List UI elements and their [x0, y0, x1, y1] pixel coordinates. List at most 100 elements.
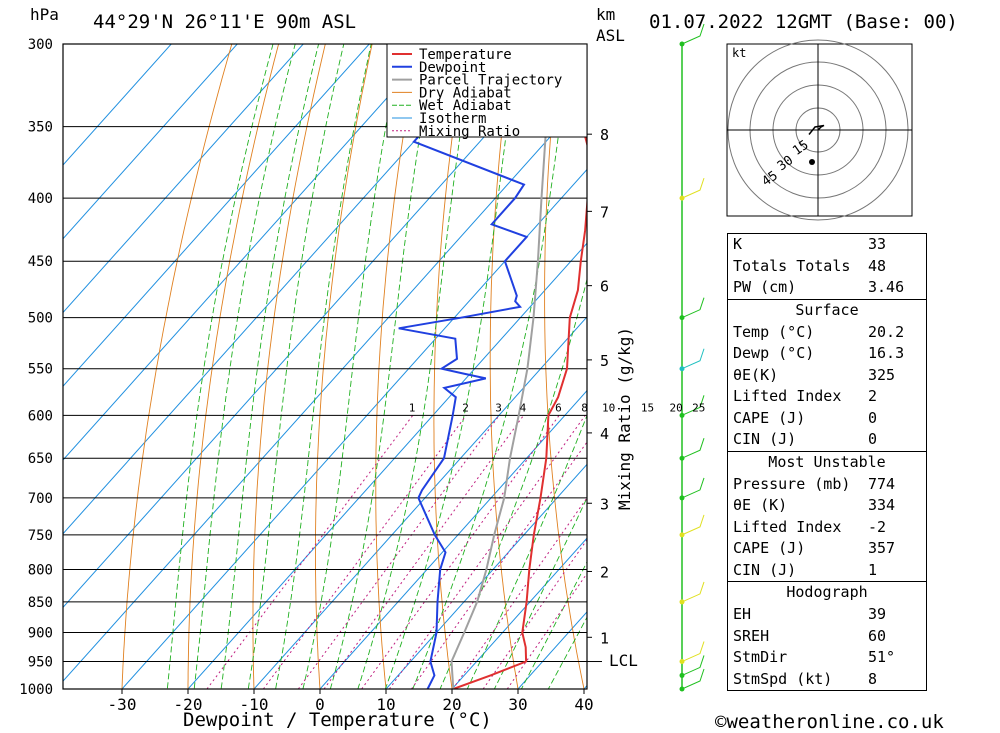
surface-theta-value: 325 [868, 365, 896, 384]
isotherm-line [319, 389, 587, 689]
x-tick-label: 0 [315, 695, 325, 714]
sreh-label: SREH [733, 626, 770, 645]
pw-value: 3.46 [868, 278, 905, 296]
dry-adiabat-line [976, 7, 1000, 715]
stmspd-label: StmSpd (kt) [733, 669, 833, 688]
dry-adiabat-line [121, 44, 233, 689]
indices-panel: K 33 Totals Totals 48 PW (cm) 3.46 Surface … [727, 233, 927, 691]
pressure-tick-label: 600 [28, 408, 53, 424]
pressure-tick-label: 750 [28, 528, 53, 544]
surface-temp-label: Temp (°C) [733, 322, 815, 341]
x-tick-label: 10 [376, 695, 395, 714]
wind-barb [681, 477, 705, 499]
totals-totals-label: Totals Totals [733, 256, 851, 275]
wind-barb [681, 297, 705, 319]
plot-frame [62, 43, 588, 690]
legend-entry: Dry Adiabat [419, 85, 512, 101]
hodograph-section: Hodograph EH 39 SREH 60 StmDir 51° StmSpd (… [727, 582, 927, 691]
wet-adiabat-line [329, 44, 436, 689]
isotherm-line [63, 44, 304, 314]
pw-label: PW (cm) [733, 278, 797, 296]
mixing-ratio-axis-label: Mixing Ratio (g/kg) [615, 327, 634, 510]
dry-adiabat-line [375, 44, 420, 689]
pressure-tick-label: 350 [28, 120, 53, 136]
pressure-tick-label: 1000 [19, 682, 53, 698]
k-index-value: 33 [868, 235, 887, 253]
wind-barb [681, 514, 705, 536]
mu-theta-row: θE (K) 334 [728, 495, 926, 517]
x-tick-label: 40 [574, 695, 593, 714]
x-tick-label: -20 [174, 695, 203, 714]
legend-entry: Parcel Trajectory [419, 73, 562, 89]
surface-temp-row: Temp (°C) 20.2 [728, 322, 926, 344]
series-temperature [452, 108, 587, 689]
km-tick-label: 1 [600, 629, 609, 647]
wind-barb [681, 581, 705, 603]
mu-li-row: Lifted Index -2 [728, 517, 926, 539]
wet-adiabat-line [220, 44, 320, 689]
hodograph-unit: kt [732, 46, 746, 60]
wind-barb [681, 641, 705, 662]
km-tick-label: 5 [600, 352, 609, 370]
mu-pressure-value: 774 [868, 474, 896, 493]
pressure-tick-label: 650 [28, 451, 53, 467]
km-tick-label: 8 [600, 126, 609, 144]
surface-cape-row: CAPE (J) 0 [728, 408, 926, 430]
pressure-tick-label: 800 [28, 562, 53, 578]
totals-totals-value: 48 [868, 256, 887, 275]
most-unstable-section: Most Unstable Pressure (mb) 774 θE (K) 334… [727, 451, 927, 582]
dry-adiabat-line [544, 44, 585, 689]
pressure-tick-label: 850 [28, 595, 53, 611]
mu-cape-value: 357 [868, 539, 896, 557]
wet-adiabat-line [466, 414, 587, 689]
mu-cin-label: CIN (J) [733, 560, 797, 579]
surface-dewp-label: Dewp (°C) [733, 344, 815, 362]
surface-cape-value: 0 [868, 408, 878, 427]
pressure-tick-label: 400 [28, 191, 53, 207]
pressure-tick-label: 550 [28, 362, 53, 378]
wind-barb [681, 395, 705, 416]
x-tick-label: -10 [240, 695, 269, 714]
mixing-ratio-label: 20 [669, 401, 682, 414]
wind-barb [681, 655, 705, 676]
isotherm-line [451, 537, 587, 689]
stmspd-value: 8 [868, 669, 878, 688]
wet-adiabat-line [193, 44, 296, 689]
mixing-ratio-line [206, 415, 414, 689]
mu-pressure-row: Pressure (mb) 774 [728, 474, 926, 496]
km-unit-label: km [596, 5, 615, 24]
surface-dewp-value: 16.3 [868, 344, 905, 362]
mixing-ratio-line [506, 572, 587, 689]
isotherm-line [253, 316, 587, 689]
hodograph-trace [808, 124, 825, 135]
wet-adiabat-line [493, 496, 587, 689]
surface-dewp-row: Dewp (°C) 16.3 [728, 343, 926, 365]
stmdir-row: StmDir 51° [728, 647, 926, 669]
series-dewpoint [398, 44, 557, 689]
km-tick-label: 3 [600, 495, 609, 513]
hodograph-ring-label: 45 [759, 168, 780, 189]
mu-theta-label: θE (K) [733, 496, 788, 514]
sreh-row: SREH 60 [728, 626, 926, 648]
isotherm-line [63, 44, 238, 240]
hodograph-title: Hodograph [786, 583, 868, 601]
hodograph-ring-label: 30 [775, 153, 796, 174]
wind-barb [681, 348, 705, 370]
eh-value: 39 [868, 605, 887, 623]
mixing-ratio-label: 15 [641, 401, 654, 414]
copyright[interactable]: ©weatheronline.co.uk [715, 711, 944, 733]
pressure-tick-label: 500 [28, 311, 53, 327]
wet-adiabat-line [384, 44, 520, 689]
dry-adiabat-line [489, 44, 519, 689]
mu-li-value: -2 [868, 517, 887, 536]
eh-label: EH [733, 605, 752, 623]
legend-entry: Wet Adiabat [419, 98, 512, 114]
wet-adiabat-line [166, 44, 274, 689]
hodograph-ring-label: 15 [790, 138, 811, 159]
x-tick-label: -30 [108, 695, 137, 714]
mixing-ratio-line [297, 415, 500, 689]
mixing-ratio-line [482, 538, 587, 689]
isotherm-line [385, 463, 587, 689]
isotherm-line [63, 44, 370, 387]
mu-cape-row: CAPE (J) 357 [728, 538, 926, 560]
